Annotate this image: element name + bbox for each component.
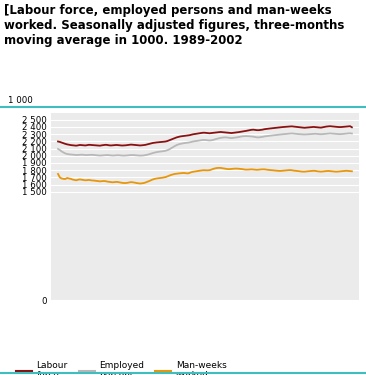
Text: 1 000: 1 000 [8, 96, 33, 105]
Text: [Labour force, employed persons and man-weeks
worked. Seasonally adjusted figure: [Labour force, employed persons and man-… [4, 4, 344, 47]
Legend: Labour
force, Employed
persons, Man-weeks
worked: Labour force, Employed persons, Man-week… [16, 361, 227, 375]
